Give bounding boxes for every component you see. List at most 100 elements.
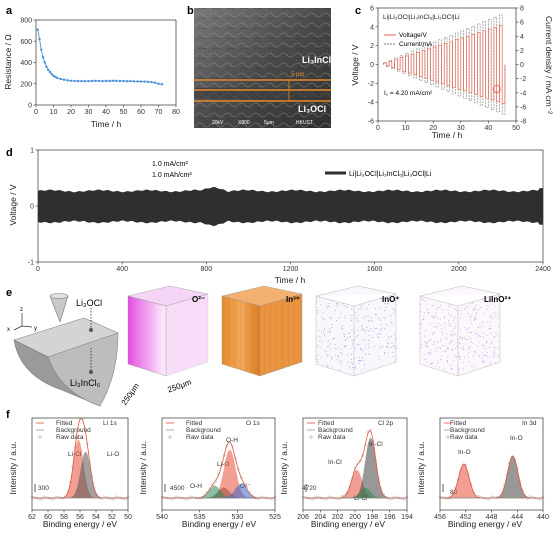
ion-dot [449, 341, 451, 343]
panel-f: f Li 1s Fitted Background Raw data Li-Cl… [6, 409, 549, 529]
ion-dot [440, 338, 442, 340]
ion-dot [491, 341, 493, 343]
ion-dot [388, 343, 390, 345]
ion-dot [460, 337, 462, 339]
x-tick-label-xps: 540 [156, 514, 168, 521]
raw-data-point [513, 458, 516, 462]
ion-dot [495, 315, 497, 317]
ion-dot [462, 338, 464, 340]
ion-dot [430, 315, 432, 317]
ion-dot [343, 305, 345, 307]
ion-dot [321, 331, 323, 333]
ion-dot [395, 361, 397, 363]
ion-dot [498, 311, 500, 313]
raw-data-point [95, 493, 99, 496]
x-tick-label-xps: 56 [76, 514, 84, 521]
ion-dot [423, 358, 425, 360]
ion-dot [351, 347, 353, 349]
ion-dot [456, 310, 458, 311]
plot-frame-a [35, 19, 177, 106]
ion-dot [444, 345, 446, 347]
y-axis-label-a: Resistance / Ω [3, 34, 13, 90]
ion-dot [319, 296, 321, 298]
y-tick-label-c: 4 [370, 24, 374, 31]
x-tick-label-xps: 206 [297, 514, 309, 521]
ion-dot [344, 340, 346, 342]
ion-dot [488, 347, 490, 348]
ion-dot [391, 351, 393, 353]
raw-data-point [183, 497, 186, 500]
ion-dot [496, 298, 498, 300]
ion-dot [483, 360, 485, 362]
ion-dot [460, 310, 462, 312]
ion-dot [327, 303, 329, 304]
raw-data-point [268, 497, 271, 500]
ion-dot [317, 345, 319, 347]
ion-dot [390, 335, 392, 337]
raw-data-point [379, 487, 383, 490]
raw-data-point [333, 496, 336, 500]
ion-dot [467, 332, 469, 333]
x-tick-label-xps: 52 [108, 514, 116, 521]
data-point-a [62, 78, 66, 81]
peak-fill [303, 469, 407, 499]
ion-dot [386, 342, 388, 344]
raw-data-point [372, 440, 375, 443]
ion-dot [486, 355, 488, 357]
ion-dot [453, 320, 455, 322]
panel-label-f: f [6, 409, 10, 421]
ion-dot [489, 314, 491, 316]
data-point-a [115, 79, 118, 83]
ion-dot [483, 336, 484, 338]
data-point-a [48, 70, 52, 74]
y-axis-label-li1s: Intensity / a.u. [8, 442, 18, 495]
data-point-a [125, 80, 129, 83]
ion-dot [480, 306, 482, 308]
raw-data-point [353, 466, 357, 470]
ion-dot [432, 333, 434, 334]
ion-dot [464, 357, 465, 358]
x-tick-label-xps: 440 [537, 514, 549, 521]
ion-dot [351, 363, 353, 365]
raw-data-point [387, 497, 390, 500]
ion-dot [429, 354, 431, 355]
ion-dot [391, 343, 393, 345]
ion-dot [357, 335, 359, 336]
ion-dot [329, 355, 331, 357]
ion-dot [426, 303, 428, 305]
ion-dot [437, 341, 439, 343]
ion-dot [356, 336, 358, 337]
ion-dot [439, 307, 441, 309]
raw-data-point [57, 496, 60, 499]
ion-dot [459, 343, 461, 345]
ion-dot [493, 356, 495, 358]
x-axis-label-o1s: Binding energy / eV [182, 519, 257, 529]
ion-dot [431, 362, 433, 364]
ion-dot [357, 329, 358, 331]
ion-dot [454, 318, 456, 320]
ion-dot [340, 327, 342, 329]
y2-ticks-c: -8 -6 -4 -2 0 2 4 6 8 [516, 6, 526, 126]
ion-dot [497, 354, 499, 356]
raw-data-point [126, 495, 130, 498]
ion-dot [427, 308, 428, 310]
raw-data-point [327, 495, 331, 498]
ion-dot [367, 343, 369, 345]
ion-dot [393, 346, 395, 348]
axis-z-label: z [20, 307, 23, 313]
ion-dot [489, 298, 491, 300]
ion-dot [489, 325, 491, 327]
ion-dot [432, 334, 434, 335]
ion-dot [485, 365, 487, 367]
ion-dot [343, 333, 345, 335]
x-tick-label-xps: 530 [231, 514, 243, 521]
ion-dot [451, 341, 453, 342]
raw-data-point [385, 496, 388, 499]
ion-dot [393, 345, 395, 346]
x-tick-label-a: 20 [67, 109, 75, 116]
raw-data-point [523, 494, 527, 498]
ion-dot [355, 366, 356, 368]
raw-data-point [180, 496, 184, 500]
raw-data-point [220, 464, 223, 468]
xps-plot-cl2p: Cl 2p Fitted Background Raw data In-Cl I… [279, 417, 413, 529]
